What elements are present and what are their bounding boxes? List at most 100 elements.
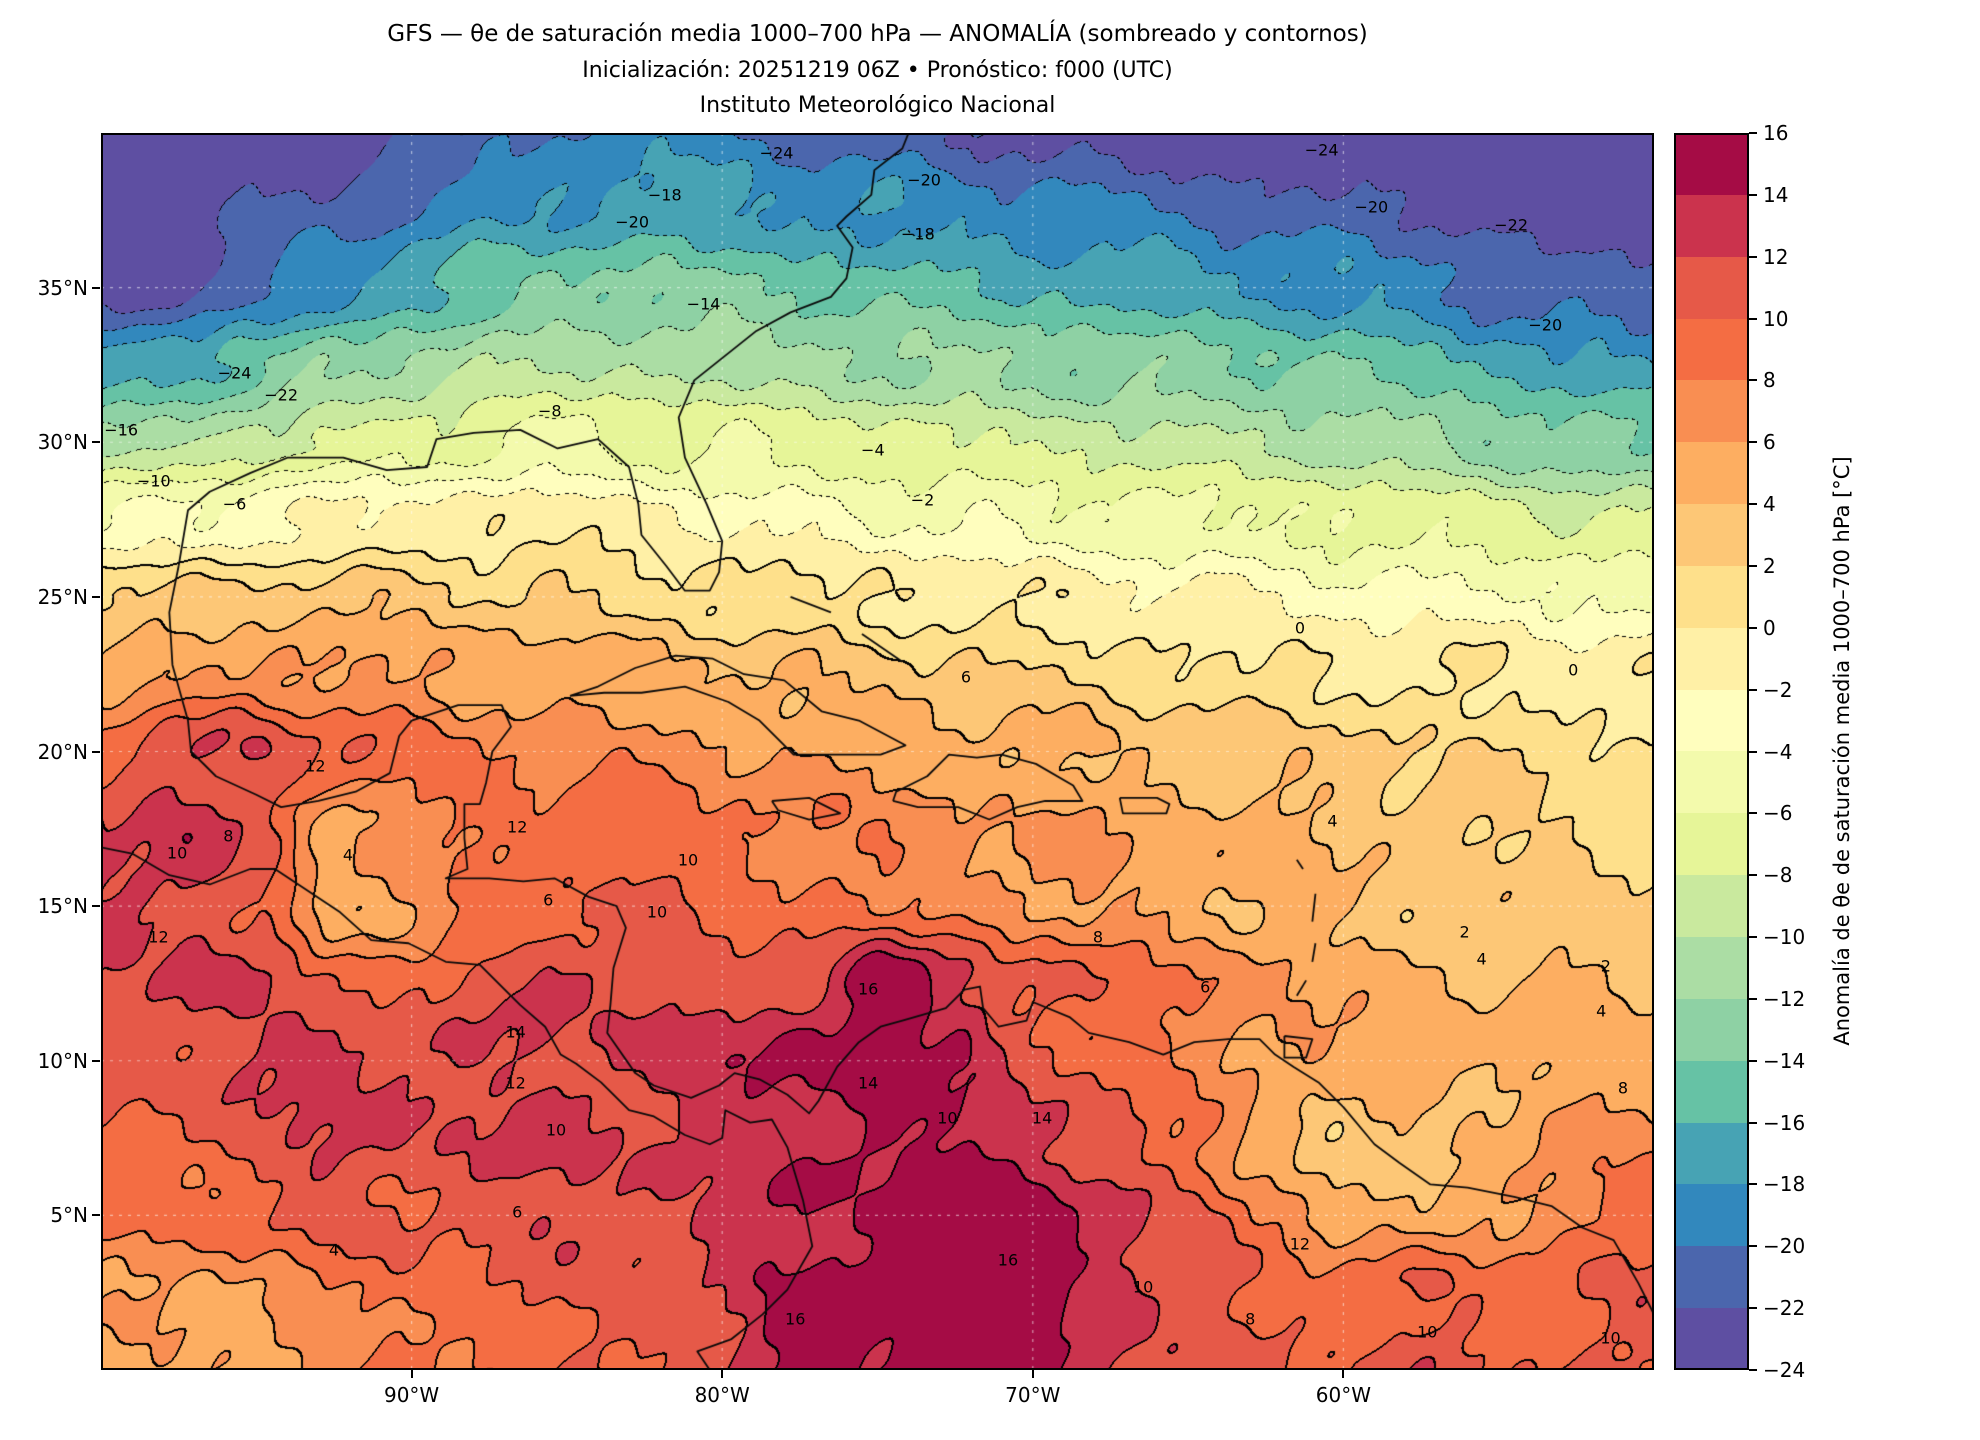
contour-label: 16 [857, 979, 879, 999]
colorbar-tickmark [1749, 1307, 1757, 1310]
colorbar-tick-label: 2 [1763, 553, 1776, 578]
colorbar-tick-label: −14 [1763, 1048, 1806, 1073]
x-axis-tickmark [410, 1370, 413, 1378]
contour-label: 12 [305, 756, 326, 776]
y-axis-tick-label: 30°N [37, 430, 88, 455]
colorbar-tick-label: 8 [1763, 368, 1776, 393]
contour-label: −14 [686, 294, 721, 314]
colorbar-tickmark [1749, 1183, 1757, 1186]
contour-label: −24 [217, 363, 252, 383]
contour-label: 0 [1294, 618, 1305, 638]
colorbar-band [1674, 1184, 1749, 1247]
y-axis-tickmark [92, 595, 100, 598]
contour-label: −22 [1494, 215, 1528, 235]
colorbar-band [1674, 1060, 1749, 1123]
colorbar-tick-label: 6 [1763, 430, 1776, 455]
colorbar-tickmark [1749, 564, 1757, 567]
colorbar-band [1674, 1246, 1749, 1309]
colorbar-tick-label: −6 [1763, 801, 1793, 826]
contour-label: −18 [647, 185, 682, 205]
y-axis-tickmark [92, 905, 100, 908]
y-axis-tickmark [92, 750, 100, 753]
y-axis-tick-label: 15°N [37, 894, 88, 919]
x-axis-tickmark [1342, 1370, 1345, 1378]
map-plot-area: −24 −24 −18 −20 −20 −18 −14 −20 −22 −20 −24 −22 −16−… [101, 133, 1654, 1370]
contour-label: −10 [136, 471, 171, 491]
colorbar-tick-label: −12 [1763, 986, 1806, 1011]
contour-label: −20 [1528, 315, 1563, 335]
contour-label: 14 [1031, 1108, 1053, 1128]
colorbar-tick-label: 14 [1763, 182, 1789, 207]
contour-label: 6 [512, 1202, 523, 1222]
contour-label: 10 [677, 850, 699, 870]
chart-subtitle: Inicialización: 20251219 06Z • Pronóstic… [582, 58, 1173, 83]
contour-label: 6 [960, 667, 972, 687]
y-axis-tick-label: 5°N [50, 1203, 88, 1228]
y-axis-tickmark [92, 1059, 100, 1062]
colorbar-tickmark [1749, 1245, 1757, 1248]
colorbar [1674, 133, 1749, 1370]
contour-label: 6 [543, 890, 554, 910]
contour-label: −6 [222, 494, 247, 514]
y-axis-tickmark [92, 441, 100, 444]
contour-label: −20 [1354, 197, 1389, 217]
y-axis-tickmark [92, 286, 100, 289]
y-axis-tick-label: 25°N [37, 584, 88, 609]
contour-label: 4 [342, 845, 354, 865]
chart-title: GFS — θe de saturación media 1000–700 hP… [387, 21, 1368, 47]
colorbar-tickmark [1749, 317, 1757, 320]
colorbar-tickmark [1749, 255, 1757, 258]
colorbar-band [1674, 689, 1749, 752]
contour-label: −4 [861, 440, 885, 460]
x-axis-tick-label: 90°W [383, 1383, 440, 1407]
contour-label: 16 [997, 1250, 1019, 1270]
colorbar-tickmark [1749, 503, 1757, 506]
colorbar-band [1674, 751, 1749, 814]
colorbar-band [1674, 1122, 1749, 1185]
colorbar-band [1674, 875, 1749, 937]
contour-label: −18 [900, 224, 935, 244]
colorbar-tick-label: 10 [1763, 306, 1789, 331]
colorbar-tick-label: −20 [1763, 1234, 1806, 1259]
contour-label: 10 [545, 1120, 567, 1140]
contour-label: 10 [166, 843, 188, 863]
colorbar-tickmark [1749, 874, 1757, 877]
contour-label: −8 [538, 401, 562, 421]
colorbar-band [1674, 442, 1749, 505]
y-axis-tickmark [92, 1214, 100, 1217]
colorbar-tick-label: −4 [1763, 739, 1793, 764]
colorbar-tickmark [1749, 688, 1757, 691]
colorbar-tick-label: 16 [1763, 121, 1789, 145]
colorbar-tickmark [1749, 626, 1757, 629]
contour-label: 12 [1289, 1234, 1311, 1254]
colorbar-tick-label: 4 [1763, 492, 1776, 517]
x-axis-tickmark [721, 1370, 724, 1378]
y-axis-tick-label: 10°N [37, 1048, 88, 1073]
colorbar-tick-label: −10 [1763, 925, 1806, 950]
colorbar-tick-label: 0 [1763, 615, 1776, 640]
x-axis-tick-label: 60°W [1315, 1383, 1371, 1407]
colorbar-band [1674, 256, 1749, 319]
contour-label: 6 [1200, 977, 1211, 997]
colorbar-tickmark [1749, 936, 1757, 939]
contour-label: 12 [505, 1073, 526, 1093]
y-axis-tick-label: 35°N [37, 275, 88, 300]
contour-label: 4 [1596, 1001, 1607, 1021]
contour-label: 10 [937, 1108, 958, 1128]
contour-label: −16 [104, 420, 139, 440]
contour-label: 12 [507, 817, 528, 837]
colorbar-band [1674, 380, 1749, 443]
colorbar-band [1674, 194, 1749, 257]
colorbar-tick-label: −2 [1763, 677, 1793, 702]
chart-institution: Instituto Meteorológico Nacional [699, 93, 1056, 118]
contour-label: 14 [505, 1022, 526, 1042]
contour-label: 2 [1459, 922, 1470, 942]
title-block: GFS — θe de saturación media 1000–700 hP… [101, 16, 1654, 123]
contour-label: 8 [1245, 1309, 1256, 1329]
contour-label: −2 [910, 490, 935, 510]
colorbar-band [1674, 318, 1749, 381]
contour-label: 10 [646, 902, 668, 922]
colorbar-band [1674, 133, 1749, 195]
colorbar-title: Anomalía de θe de saturación media 1000–… [1830, 456, 1854, 1045]
